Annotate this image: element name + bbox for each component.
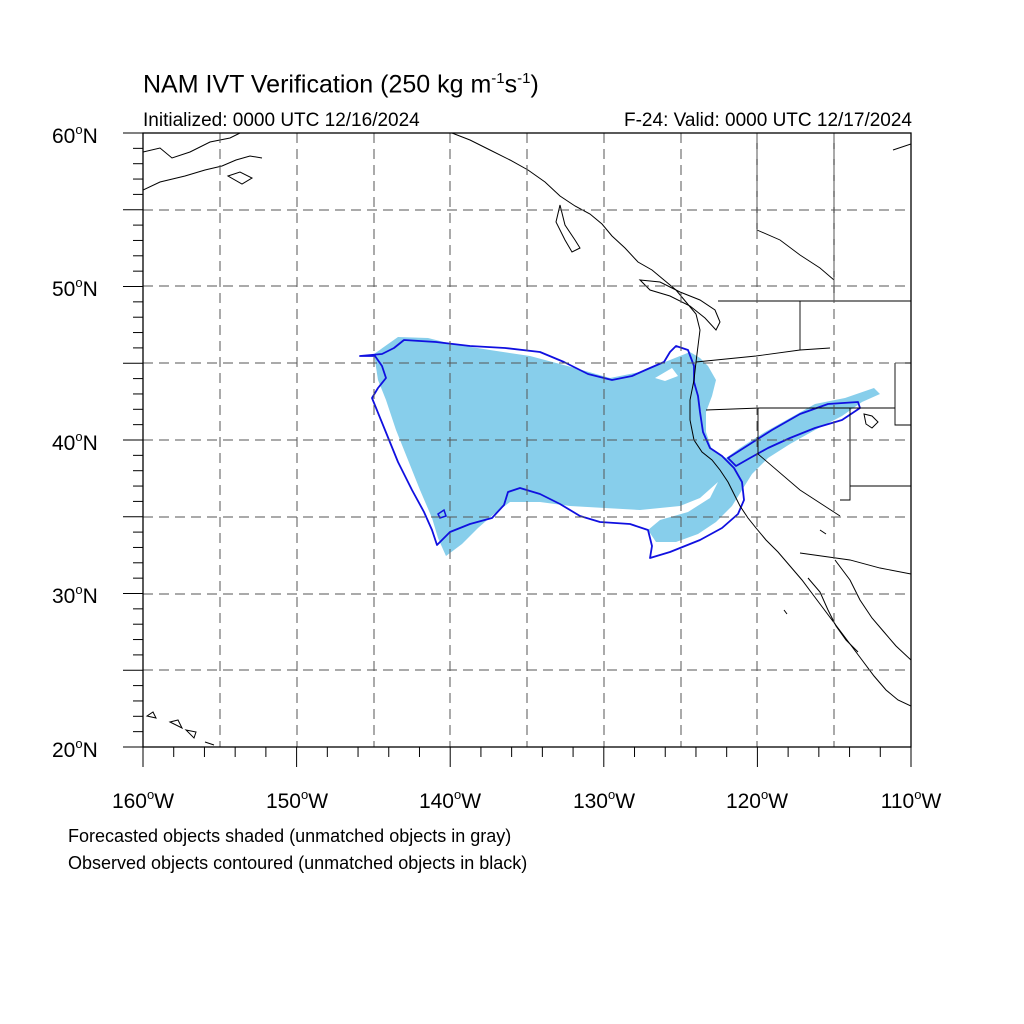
forecast-object-gap (655, 368, 678, 381)
lon-label-120w: 120oW (725, 787, 789, 813)
lon-label-150w: 150oW (265, 787, 329, 813)
observed-ivt-contour (359, 339, 745, 559)
map-title: NAM IVT Verification (250 kg m-1s-1) (143, 70, 539, 99)
initialized-time: Initialized: 0000 UTC 12/16/2024 (143, 110, 420, 131)
forecast-ivt-object (374, 337, 880, 556)
lon-label-140w: 140oW (418, 787, 482, 813)
lon-label-110w: 110oW (880, 787, 942, 813)
lat-label-30n: 30oN (52, 582, 98, 608)
note-observed-objects: Observed objects contoured (unmatched ob… (68, 853, 528, 873)
lon-label-130w: 130oW (572, 787, 636, 813)
lon-label-160w: 160oW (111, 787, 175, 813)
lat-label-60n: 60oN (52, 122, 98, 148)
lat-label-40n: 40oN (52, 429, 98, 455)
lat-label-20n: 20oN (52, 736, 98, 762)
observed-contour-inland (727, 401, 861, 467)
lat-label-50n: 50oN (52, 275, 98, 301)
axis-ticks (123, 132, 912, 767)
note-forecast-objects: Forecasted objects shaded (unmatched obj… (68, 826, 512, 846)
valid-time: F-24: Valid: 0000 UTC 12/17/2024 (624, 110, 912, 131)
lat-lon-grid (143, 133, 911, 747)
